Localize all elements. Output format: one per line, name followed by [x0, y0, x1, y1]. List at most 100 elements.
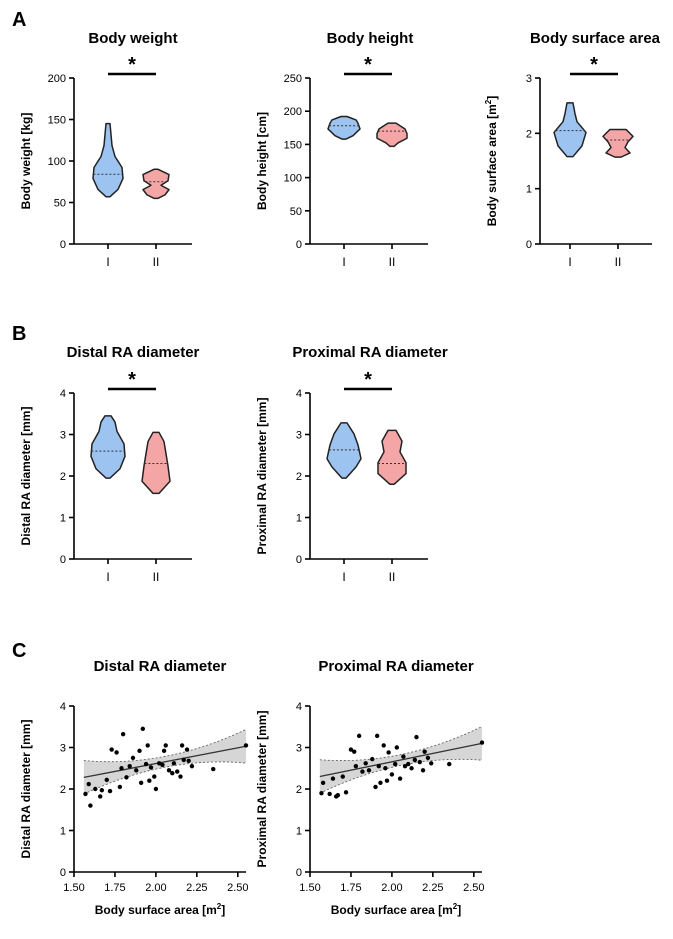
scatter-point: [402, 763, 408, 769]
y-tick-label: 200: [48, 73, 66, 85]
y-tick-label: 4: [296, 701, 302, 713]
scatter-point: [374, 733, 380, 739]
scatter-point: [327, 791, 332, 797]
y-tick-label: 3: [526, 73, 532, 85]
x-tick-label: 2.50: [463, 882, 484, 894]
x-axis-label-end: ]: [221, 903, 225, 917]
scatter-point: [145, 743, 150, 748]
scatter-point: [373, 784, 378, 790]
y-tick-label: 3: [296, 430, 302, 442]
y-tick-label: 0: [60, 239, 66, 251]
x-axis-label: Body surface area [m2]: [331, 902, 462, 917]
x-axis-label-superscript: 2: [217, 902, 222, 911]
scatter-point: [417, 759, 422, 765]
scatter-point: [352, 749, 357, 754]
x-axis-label-text: Body surface area [m: [331, 903, 453, 917]
scatter-point: [406, 761, 411, 767]
scatter-point: [422, 749, 427, 754]
scatter-point: [389, 772, 395, 777]
scatter-point: [211, 766, 216, 772]
y-axis-label: Proximal RA diameter [mm]: [255, 711, 269, 868]
y-axis-label-text: Distal RA diameter [mm]: [19, 407, 33, 546]
confidence-band-lower: [83, 761, 247, 795]
scatter-point: [170, 771, 175, 776]
y-tick-label: 150: [284, 139, 302, 151]
scatter-point: [386, 750, 391, 755]
x-tick-label: 2.25: [422, 882, 443, 894]
scatter-point: [370, 756, 375, 762]
scatter-point: [175, 769, 180, 774]
y-tick-label: 3: [60, 430, 66, 442]
scatter-point: [86, 781, 91, 787]
confidence-band-upper: [319, 726, 483, 761]
panel-letter-b: B: [12, 323, 26, 345]
y-tick-label: 3: [296, 743, 302, 755]
scatter-point: [401, 754, 406, 759]
scatter-point: [392, 761, 398, 767]
y-tick-label: 1: [526, 184, 532, 196]
significance-label: *: [364, 369, 372, 391]
scatter-point: [409, 766, 414, 771]
chart-title: Proximal RA diameter: [292, 344, 447, 361]
scatter-point: [479, 740, 485, 745]
significance-label: *: [364, 54, 372, 76]
y-axis-label-text: Proximal RA diameter [mm]: [255, 711, 269, 868]
y-axis-label-end: ]: [485, 96, 499, 100]
scatter-point: [134, 768, 139, 773]
y-axis-label-text: Body surface area [m: [485, 104, 499, 226]
scatter-point: [181, 757, 186, 763]
y-tick-label: 0: [296, 554, 302, 566]
x-tick-label: 1.50: [63, 882, 84, 894]
scatter-point: [148, 765, 154, 770]
scatter-point: [153, 786, 159, 792]
scatter-point: [447, 761, 452, 767]
violin-group-ii: [376, 122, 408, 148]
scatter-point: [189, 763, 195, 769]
violin-group-i: [326, 422, 362, 479]
violin-group-ii: [142, 168, 170, 200]
scatter-point: [420, 768, 426, 773]
regression-line: [319, 742, 483, 778]
y-tick-label: 0: [296, 867, 302, 879]
x-category-label: I: [106, 570, 109, 584]
scatter-point: [152, 774, 157, 779]
y-axis-label: Body height [cm]: [255, 112, 269, 210]
y-tick-label: 2: [60, 471, 66, 483]
scatter-point: [353, 763, 359, 769]
scatter-point: [383, 766, 388, 771]
y-tick-label: 0: [60, 867, 66, 879]
scatter-point: [160, 762, 165, 768]
scatter-point: [99, 788, 105, 793]
x-category-label: I: [342, 255, 345, 269]
scatter-point: [360, 769, 365, 774]
scatter-point: [93, 786, 98, 792]
violin-group-i: [553, 102, 587, 158]
scatter-point: [376, 763, 381, 769]
x-category-label: II: [153, 255, 160, 269]
scatter-point: [130, 755, 136, 761]
y-tick-label: 100: [48, 156, 66, 168]
regression-line: [83, 745, 247, 779]
x-tick-label: 2.00: [145, 882, 166, 894]
x-category-label: I: [106, 255, 109, 269]
scatter-point: [117, 784, 123, 790]
scatter-point: [98, 794, 103, 799]
x-axis-label-text: Body surface area [m: [95, 903, 217, 917]
y-axis-label: Proximal RA diameter [mm]: [255, 398, 269, 555]
scatter-point: [114, 750, 119, 755]
scatter-point: [425, 755, 431, 761]
violin-group-i: [90, 415, 126, 479]
scatter-point: [104, 777, 109, 783]
y-tick-label: 100: [284, 173, 302, 185]
y-tick-label: 0: [296, 239, 302, 251]
y-axis-label-text: Proximal RA diameter [mm]: [255, 398, 269, 555]
y-axis-label-text: Body height [cm]: [255, 112, 269, 210]
y-tick-label: 2: [60, 784, 66, 796]
scatter-point: [179, 743, 185, 748]
chart-title: Distal RA diameter: [67, 344, 200, 361]
y-axis-label-text: Distal RA diameter [mm]: [19, 720, 33, 859]
x-tick-label: 1.50: [299, 882, 320, 894]
scatter-point: [171, 761, 177, 766]
x-axis-label: Body surface area [m2]: [95, 902, 226, 917]
